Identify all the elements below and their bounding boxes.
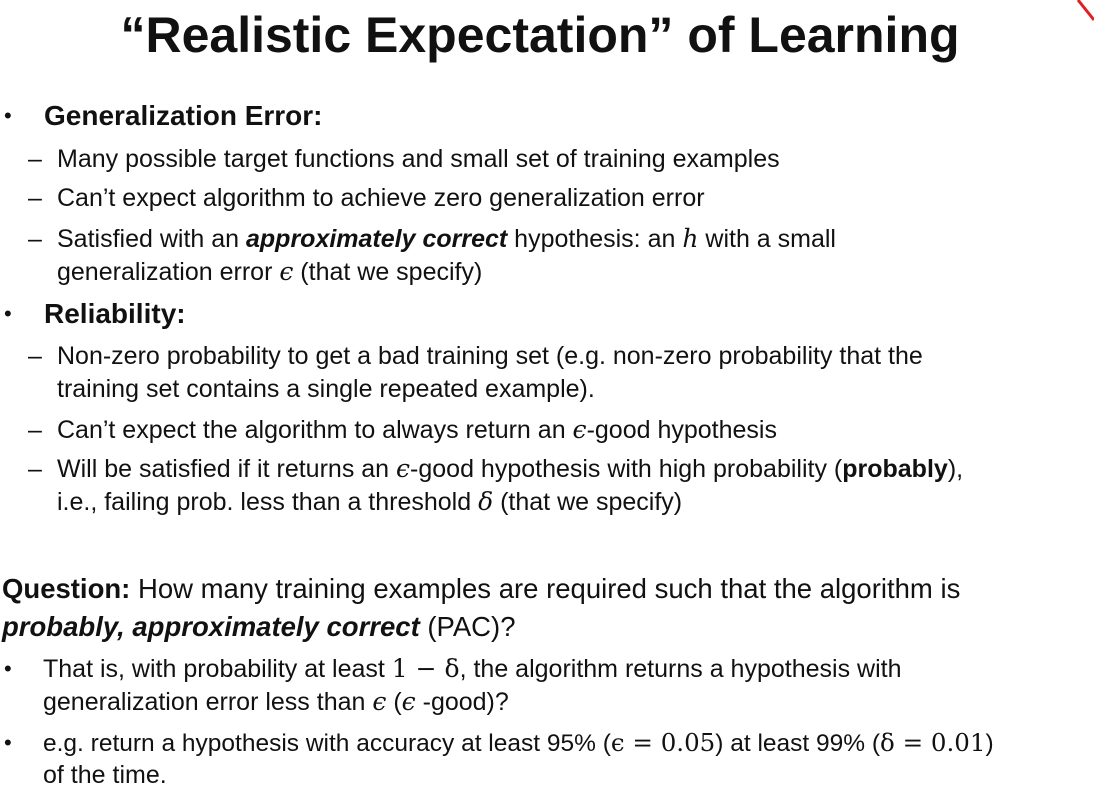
dash-marker: – xyxy=(28,455,42,483)
gen-item-3-line-1: Satisfied with an approximately correct … xyxy=(57,224,836,253)
rel-item-3-line-2: i.e., failing prob. less than a threshol… xyxy=(57,487,683,516)
section-heading-generalization: Generalization Error: xyxy=(44,100,323,131)
bullet-marker: • xyxy=(4,730,12,755)
gen-item-3-line-2: generalization error ϵ (that we specify) xyxy=(57,257,483,286)
dash-marker: – xyxy=(28,342,42,370)
bullet-marker: • xyxy=(4,656,12,681)
dash-marker: – xyxy=(28,145,42,173)
dash-marker: – xyxy=(28,416,42,444)
rel-item-2: Can’t expect the algorithm to always ret… xyxy=(57,415,777,444)
question-line-1: Question: How many training examples are… xyxy=(2,573,961,604)
rel-item-1-line-2: training set contains a single repeated … xyxy=(57,375,595,403)
question-bullet-2-line-1: e.g. return a hypothesis with accuracy a… xyxy=(43,728,994,757)
section-heading-reliability: Reliability: xyxy=(44,298,186,329)
dash-marker: – xyxy=(28,184,42,212)
question-bullet-1-line-2: generalization error less than ϵ (ϵ -goo… xyxy=(43,687,509,716)
slide-accent-arc xyxy=(1072,0,1094,28)
bullet-marker: • xyxy=(4,301,12,326)
question-bullet-1-line-1: That is, with probability at least 1 − δ… xyxy=(43,654,902,683)
dash-marker: – xyxy=(28,225,42,253)
question-bullet-2-line-2: of the time. xyxy=(43,761,167,789)
bullet-marker: • xyxy=(4,103,12,128)
rel-item-1-line-1: Non-zero probability to get a bad traini… xyxy=(57,342,923,370)
slide-title: “Realistic Expectation” of Learning xyxy=(120,7,960,63)
gen-item-1: Many possible target functions and small… xyxy=(57,145,780,173)
gen-item-2: Can’t expect algorithm to achieve zero g… xyxy=(57,184,705,212)
question-line-2: probably, approximately correct (PAC)? xyxy=(2,611,516,642)
rel-item-3-line-1: Will be satisfied if it returns an ϵ-goo… xyxy=(57,454,964,483)
